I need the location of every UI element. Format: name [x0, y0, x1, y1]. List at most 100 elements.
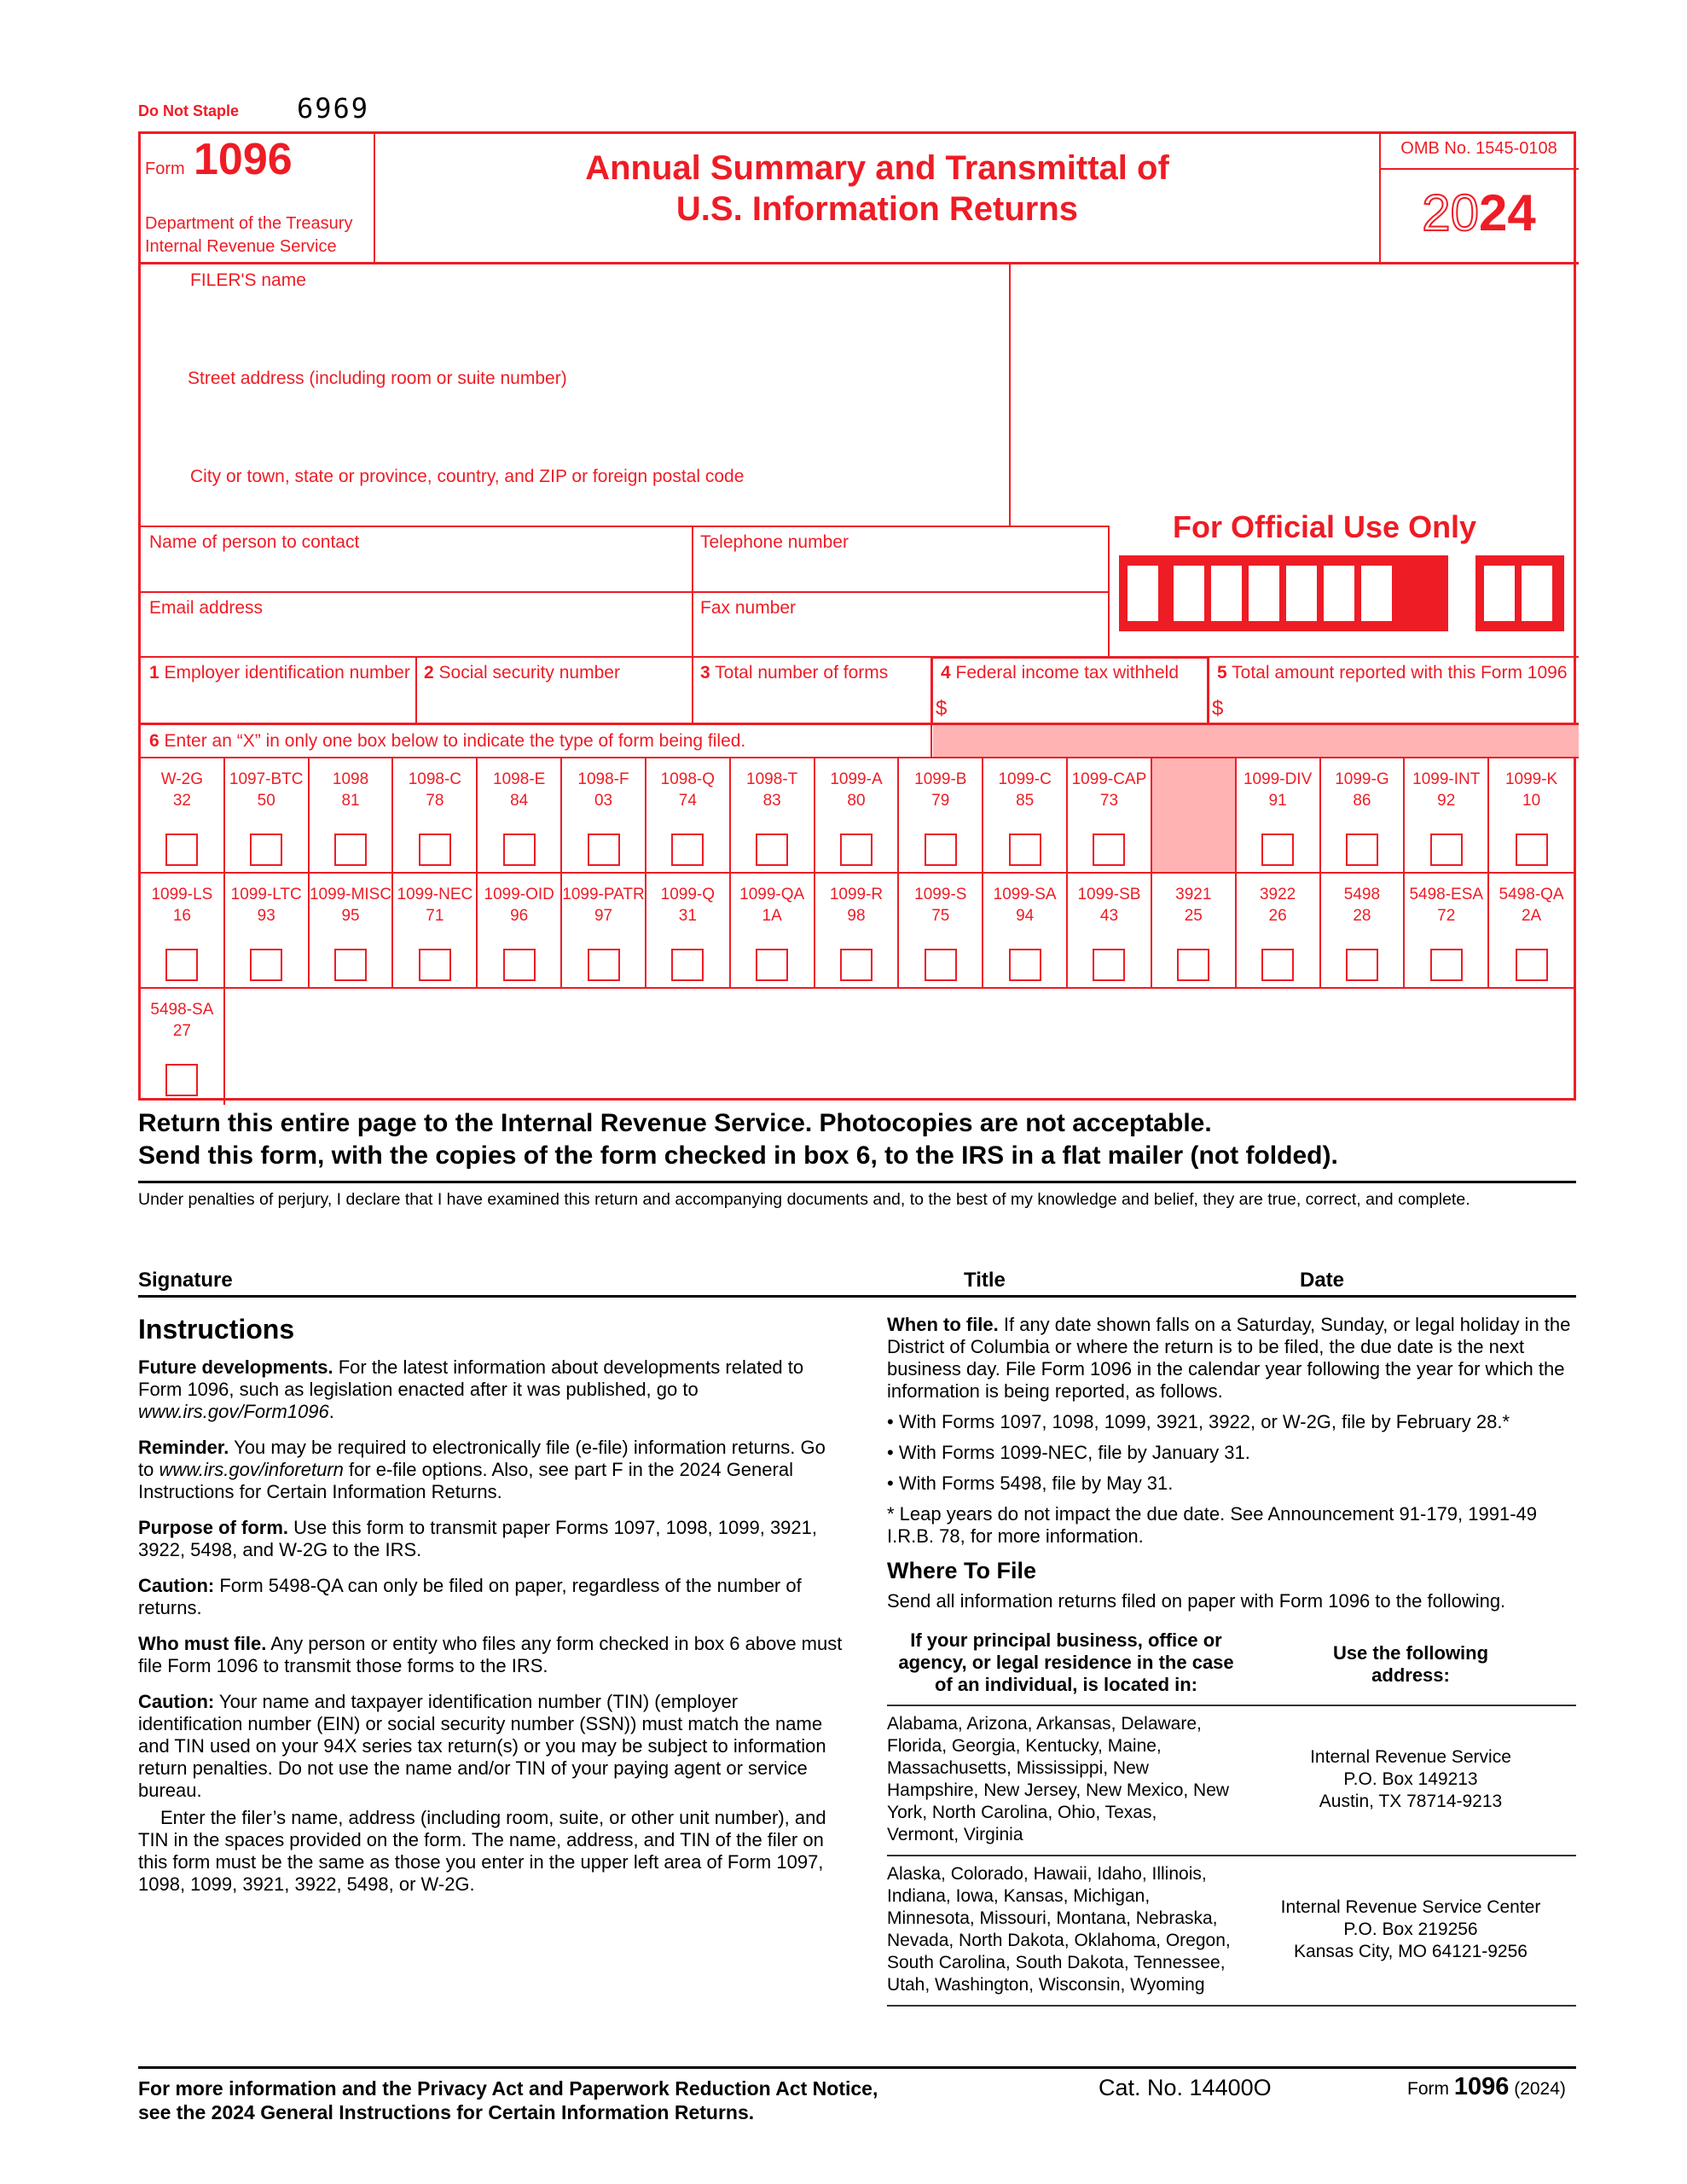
ein-input[interactable]	[141, 684, 414, 722]
form-type-code: 27	[172, 1022, 191, 1040]
form-type-code: 85	[1016, 792, 1035, 810]
city-label: City or town, state or province, country…	[190, 467, 745, 486]
form-type-checkbox[interactable]	[1345, 834, 1378, 866]
form-type-checkbox[interactable]	[1515, 949, 1548, 981]
telephone-input[interactable]	[693, 552, 1106, 590]
form-type-code: 26	[1268, 907, 1287, 925]
email-label: Email address	[149, 598, 264, 618]
total-amount-input[interactable]	[1232, 684, 1574, 722]
form-type-cell: 1099-CAP 73	[1068, 758, 1152, 874]
form-type-cell: 1099-G 86	[1320, 758, 1406, 874]
form-type-cell: 1098-E 84	[478, 758, 563, 874]
form-type-checkbox[interactable]	[839, 834, 872, 866]
form-type-checkbox[interactable]	[1429, 949, 1463, 981]
form-type-checkbox[interactable]	[1093, 834, 1126, 866]
form-type-name: 1099-DIV	[1243, 770, 1313, 788]
ssn-input[interactable]	[417, 684, 692, 722]
form-type-code: 97	[594, 907, 613, 925]
where-to-file-text: Send all information returns filed on pa…	[887, 1590, 1506, 1612]
form-type-code: 84	[510, 792, 529, 810]
form-type-checkbox[interactable]	[418, 949, 451, 981]
form-type-cell: 1099-PATR 97	[562, 874, 646, 989]
inforeturn-link[interactable]: www.irs.gov/inforeturn	[159, 1459, 344, 1480]
caution-tin: Caution: Your name and taxpayer identifi…	[138, 1691, 826, 1801]
form-type-cell: 1099-QA 1A	[730, 874, 815, 989]
form-type-code: 50	[257, 792, 275, 810]
form-type-name: 1098-C	[408, 770, 462, 788]
form-type-checkbox[interactable]	[839, 949, 872, 981]
form-type-checkbox[interactable]	[671, 834, 704, 866]
year-outline: 20	[1421, 183, 1480, 242]
form-type-checkbox[interactable]	[165, 949, 199, 981]
form-type-code: 78	[426, 792, 444, 810]
form-number: 1096	[194, 135, 293, 184]
form-type-checkbox[interactable]	[1261, 949, 1295, 981]
form-1096: Form 1096 Department of the Treasury Int…	[138, 131, 1579, 1105]
form-type-checkbox[interactable]	[924, 834, 957, 866]
form-type-cell: 3921 25	[1151, 874, 1237, 989]
form-type-checkbox[interactable]	[1429, 834, 1463, 866]
form-type-code: 79	[931, 792, 950, 810]
form-type-name: 1099-R	[829, 886, 884, 903]
form-type-code: 75	[931, 907, 950, 925]
form-type-checkbox[interactable]	[334, 949, 368, 981]
form-type-checkbox[interactable]	[924, 949, 957, 981]
email-input[interactable]	[141, 617, 690, 654]
box4-dollar: $	[936, 697, 948, 720]
instructions-left: Instructions Future developments. For th…	[138, 1312, 846, 1909]
form-type-checkbox[interactable]	[587, 834, 620, 866]
form-type-cell: 5498-ESA 72	[1405, 874, 1490, 989]
form-type-checkbox[interactable]	[250, 949, 283, 981]
form-type-checkbox[interactable]	[1008, 949, 1041, 981]
form-type-name: 1099-S	[914, 886, 967, 903]
form-type-checkbox[interactable]	[1261, 834, 1295, 866]
form-type-checkbox[interactable]	[587, 949, 620, 981]
col-header-location: If your principal business, office or ag…	[887, 1624, 1245, 1706]
form-type-cell: 1099-LTC 93	[224, 874, 310, 989]
form-type-cell: 1099-C 85	[983, 758, 1069, 874]
form-type-cell: 5498 28	[1320, 874, 1406, 989]
box2-number: 2	[424, 663, 434, 682]
form-type-checkbox[interactable]	[756, 834, 789, 866]
form-type-checkbox[interactable]	[165, 1064, 199, 1096]
box6-label: Enter an “X” in only one box below to in…	[164, 731, 746, 751]
form-type-checkbox[interactable]	[165, 834, 199, 866]
box6-number: 6	[149, 731, 159, 751]
form-type-name: 1099-OID	[484, 886, 554, 903]
form-type-name: 1099-INT	[1412, 770, 1481, 788]
official-use-label: For Official Use Only	[1173, 509, 1477, 544]
form-type-code: 16	[172, 907, 191, 925]
box5-label: Total amount reported with this Form 109…	[1232, 663, 1568, 682]
form-type-cell: 1099-SB 43	[1068, 874, 1152, 989]
form-type-checkbox[interactable]	[1008, 834, 1041, 866]
send-notice: Send this form, with the copies of the f…	[138, 1141, 1338, 1170]
signature-input[interactable]	[138, 1211, 1576, 1297]
leap-year-note: * Leap years do not impact the due date.…	[887, 1503, 1537, 1547]
form-type-name: 3922	[1259, 886, 1296, 903]
box2-label: Social security number	[438, 663, 620, 682]
form-type-checkbox[interactable]	[502, 834, 536, 866]
form-type-checkbox[interactable]	[1177, 949, 1210, 981]
fax-input[interactable]	[693, 617, 1106, 654]
form-type-checkbox[interactable]	[671, 949, 704, 981]
return-notice: Return this entire page to the Internal …	[138, 1109, 1212, 1137]
form-type-checkbox[interactable]	[1093, 949, 1126, 981]
form-type-checkbox[interactable]	[1515, 834, 1548, 866]
form-type-checkbox[interactable]	[334, 834, 368, 866]
form1096-link[interactable]: www.irs.gov/Form1096	[138, 1401, 329, 1422]
form-type-checkbox[interactable]	[756, 949, 789, 981]
signature-label: Signature	[138, 1269, 233, 1292]
federal-tax-withheld-input[interactable]	[955, 684, 1206, 722]
total-forms-input[interactable]	[693, 684, 930, 722]
form-type-checkbox[interactable]	[1345, 949, 1378, 981]
form-type-checkbox[interactable]	[250, 834, 283, 866]
form-type-code: 71	[426, 907, 444, 925]
contact-name-input[interactable]	[141, 552, 690, 590]
form-type-checkbox[interactable]	[502, 949, 536, 981]
filer-input[interactable]	[141, 270, 1007, 525]
form-type-name: 1099-SA	[993, 886, 1057, 903]
form-title-line1: Annual Summary and Transmittal of	[585, 149, 1169, 187]
form-type-name: 1099-CAP	[1071, 770, 1147, 788]
form-type-name: 1098-E	[493, 770, 546, 788]
form-type-checkbox[interactable]	[418, 834, 451, 866]
